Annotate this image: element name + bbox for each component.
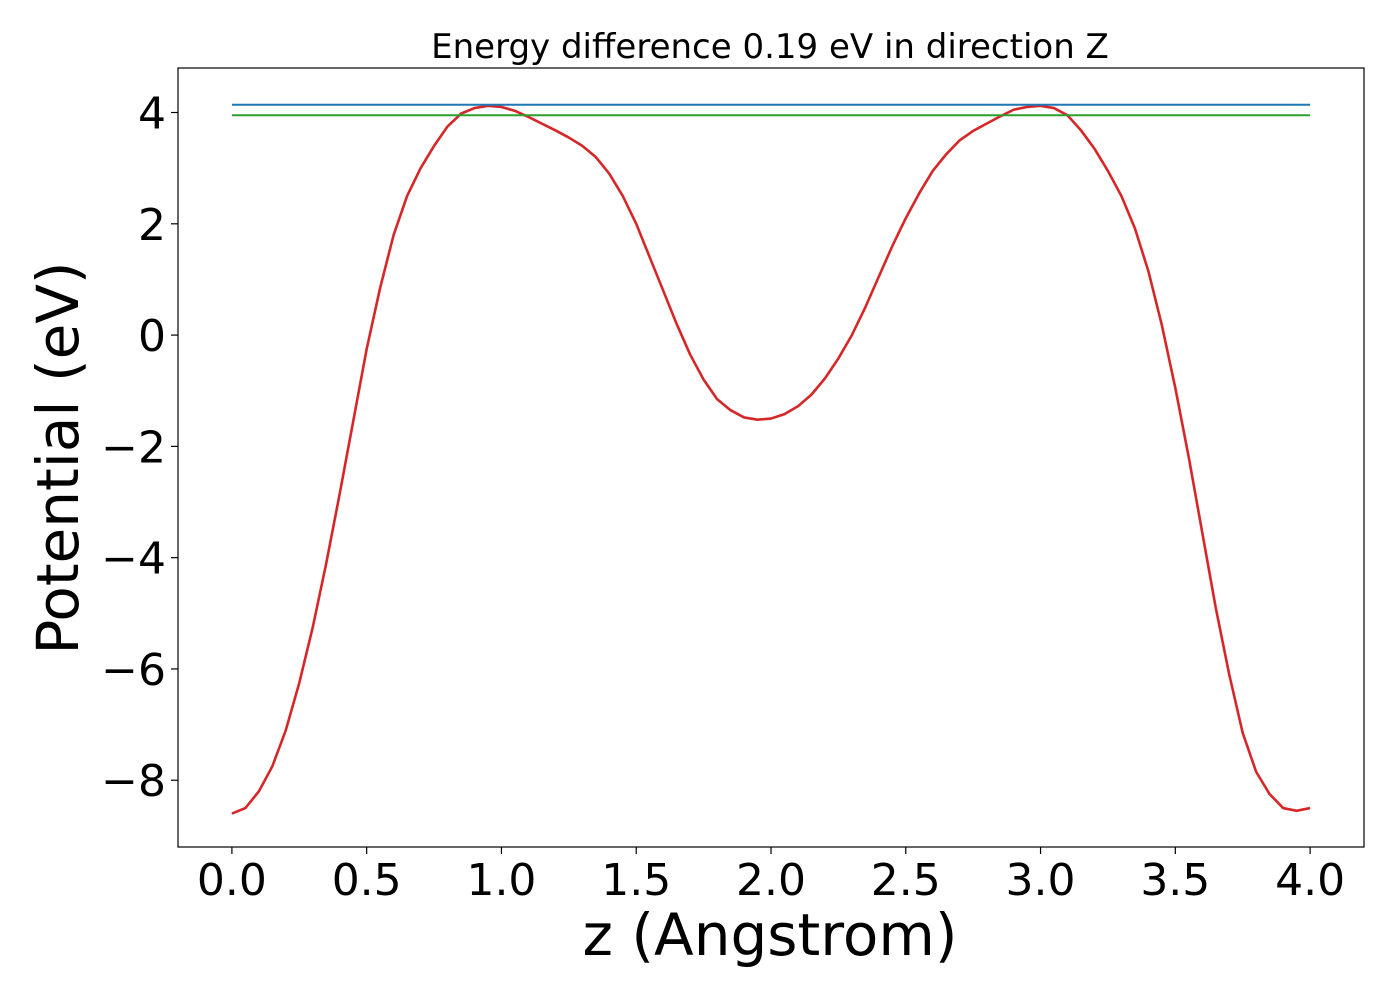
y-tick-label: −6 xyxy=(101,645,166,696)
x-tick-label: 0.0 xyxy=(197,855,267,906)
y-axis-label: Potential (eV) xyxy=(24,261,92,654)
x-tick-label: 4.0 xyxy=(1275,855,1345,906)
x-tick-label: 3.0 xyxy=(1006,855,1076,906)
x-tick-label: 2.0 xyxy=(736,855,806,906)
x-tick-label: 2.5 xyxy=(871,855,941,906)
y-tick-label: −4 xyxy=(101,534,166,585)
y-tick-label: −8 xyxy=(101,756,166,807)
y-tick-label: −2 xyxy=(101,422,166,473)
y-axis: −8 −6 −4 −2 0 2 4 xyxy=(101,89,178,807)
chart-title: Energy difference 0.19 eV in direction Z xyxy=(431,27,1109,67)
plot-frame xyxy=(177,67,1365,848)
y-tick-label: 2 xyxy=(138,200,166,251)
series-layer xyxy=(231,103,1311,815)
x-tick-label: 1.0 xyxy=(466,855,536,906)
series-line-0 xyxy=(231,104,1311,815)
x-axis-label: z (Angstrom) xyxy=(583,901,958,969)
y-tick-label: 0 xyxy=(138,311,166,362)
x-tick-label: 3.5 xyxy=(1140,855,1210,906)
x-axis: 0.0 0.5 1.0 1.5 2.0 2.5 3.0 3.5 4.0 xyxy=(197,847,1345,906)
x-tick-label: 0.5 xyxy=(332,855,402,906)
y-tick-label: 4 xyxy=(138,89,166,140)
x-tick-label: 1.5 xyxy=(601,855,671,906)
